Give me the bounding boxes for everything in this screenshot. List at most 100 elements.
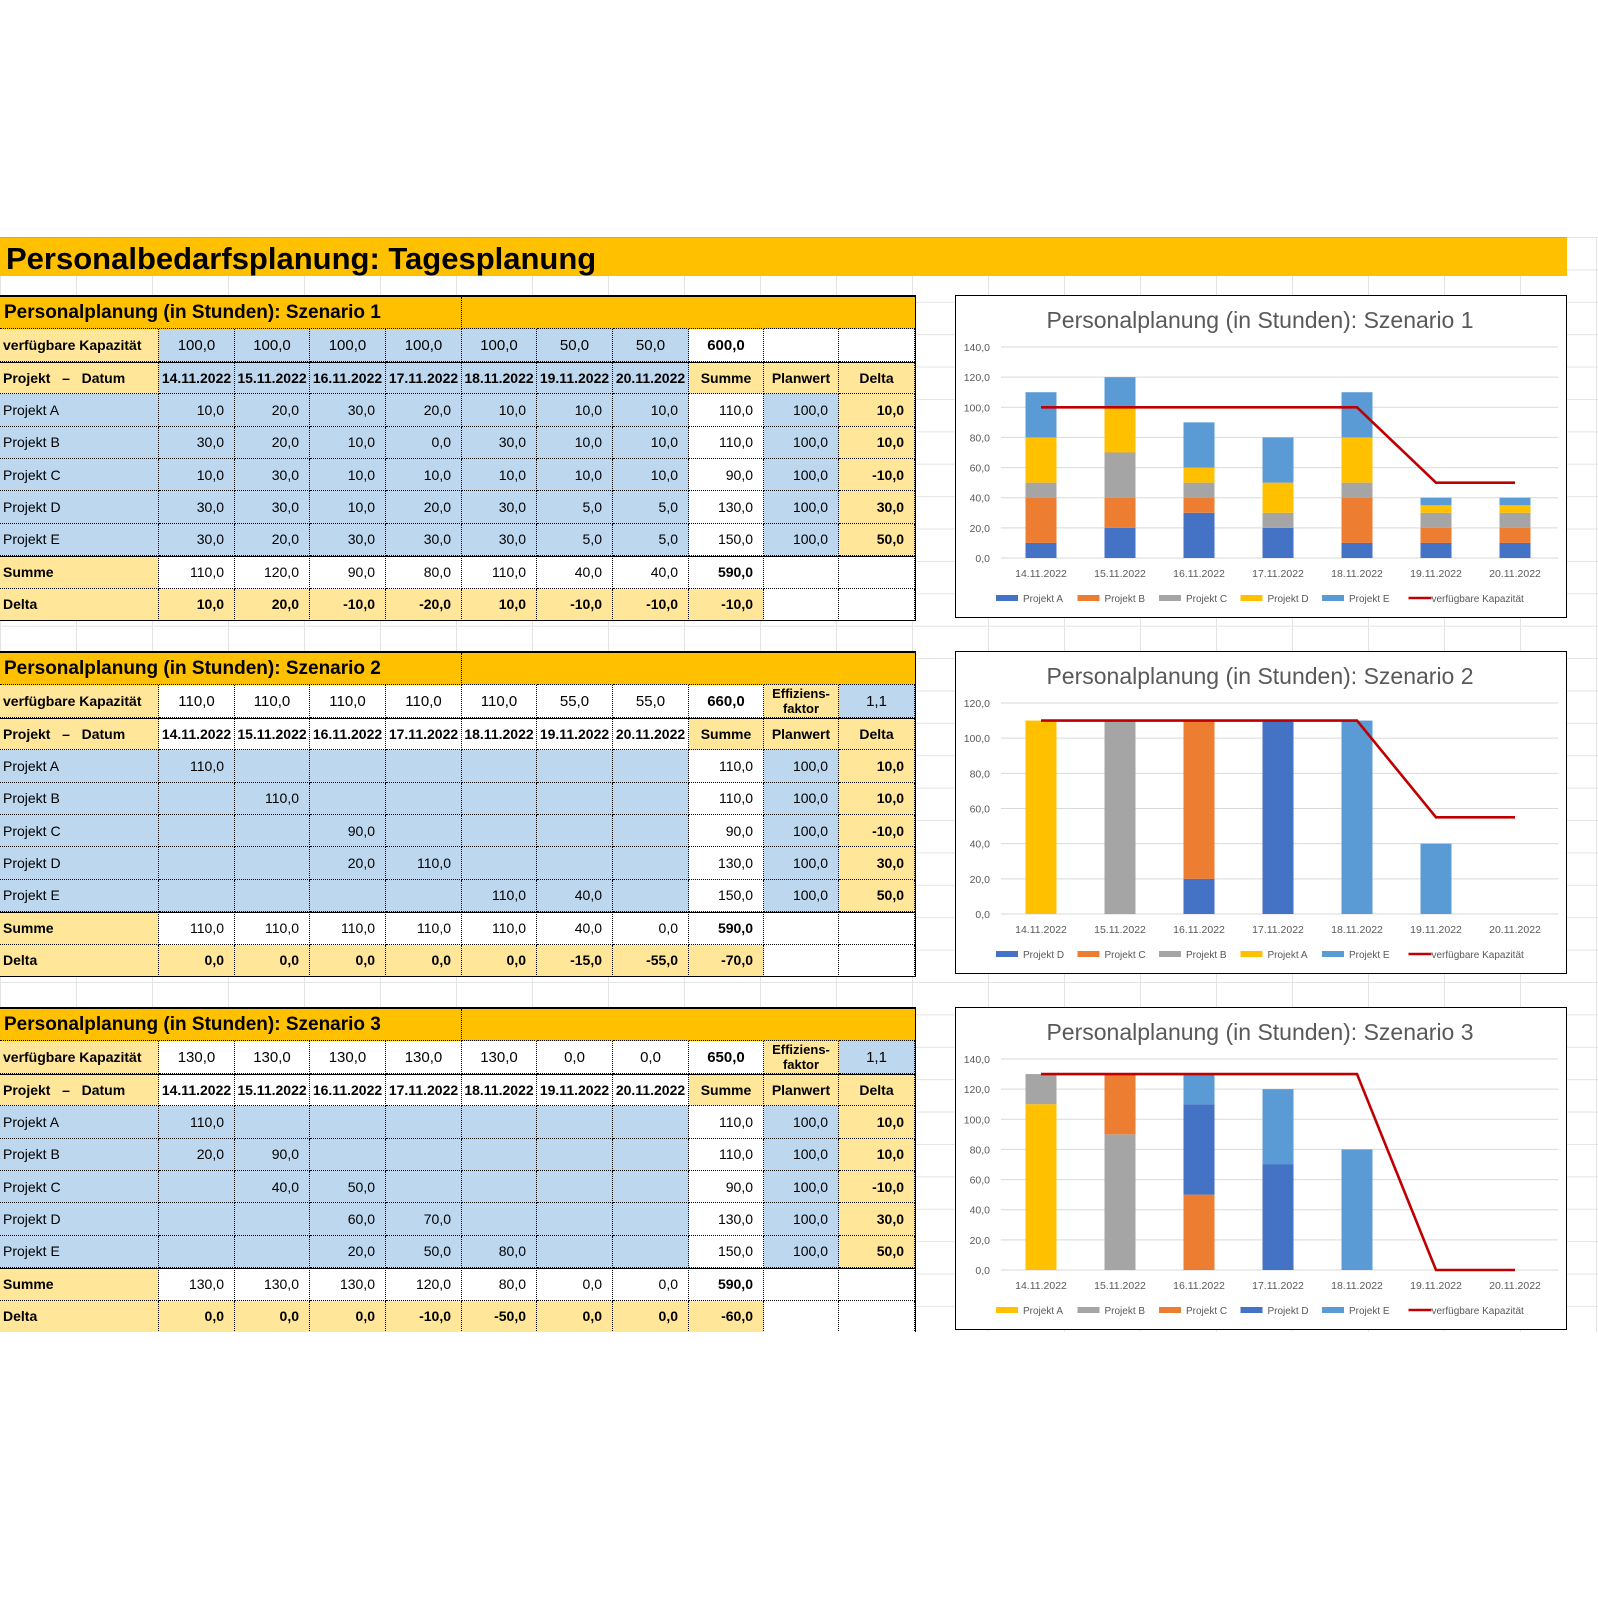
hours-cell[interactable]	[159, 1170, 235, 1204]
project-planwert[interactable]: 100,0	[764, 847, 839, 880]
hours-cell[interactable]	[613, 1106, 689, 1139]
capacity-cell[interactable]: 130,0	[386, 1041, 462, 1074]
project-planwert[interactable]: 100,0	[764, 782, 839, 815]
hours-cell[interactable]	[310, 879, 386, 913]
hours-cell[interactable]: 50,0	[310, 1170, 386, 1204]
hours-cell[interactable]: 20,0	[235, 394, 310, 427]
capacity-cell[interactable]: 110,0	[310, 685, 386, 718]
scenario-1-chart[interactable]: Personalplanung (in Stunden): Szenario 1…	[955, 295, 1567, 618]
hours-cell[interactable]: 40,0	[537, 879, 613, 913]
hours-cell[interactable]	[537, 750, 613, 783]
hours-cell[interactable]: 5,0	[613, 523, 689, 557]
capacity-cell[interactable]: 100,0	[159, 329, 235, 362]
hours-cell[interactable]: 5,0	[537, 491, 613, 524]
hours-cell[interactable]	[537, 1170, 613, 1204]
project-planwert[interactable]: 100,0	[764, 523, 839, 557]
capacity-cell[interactable]: 110,0	[159, 685, 235, 718]
hours-cell[interactable]: 10,0	[462, 458, 537, 492]
hours-cell[interactable]: 0,0	[386, 426, 462, 459]
hours-cell[interactable]: 10,0	[613, 426, 689, 459]
hours-cell[interactable]	[235, 814, 310, 848]
capacity-cell[interactable]: 110,0	[386, 685, 462, 718]
hours-cell[interactable]: 10,0	[613, 458, 689, 492]
project-planwert[interactable]: 100,0	[764, 1203, 839, 1236]
hours-cell[interactable]	[537, 847, 613, 880]
hours-cell[interactable]	[613, 814, 689, 848]
hours-cell[interactable]: 110,0	[159, 750, 235, 783]
hours-cell[interactable]	[159, 814, 235, 848]
hours-cell[interactable]	[159, 782, 235, 815]
capacity-cell[interactable]: 110,0	[462, 685, 537, 718]
hours-cell[interactable]	[310, 782, 386, 815]
project-planwert[interactable]: 100,0	[764, 394, 839, 427]
hours-cell[interactable]: 110,0	[386, 847, 462, 880]
hours-cell[interactable]: 10,0	[537, 426, 613, 459]
hours-cell[interactable]: 110,0	[235, 782, 310, 815]
hours-cell[interactable]: 20,0	[235, 426, 310, 459]
hours-cell[interactable]	[613, 847, 689, 880]
hours-cell[interactable]: 20,0	[310, 847, 386, 880]
hours-cell[interactable]: 5,0	[537, 523, 613, 557]
hours-cell[interactable]	[613, 1235, 689, 1269]
hours-cell[interactable]	[159, 879, 235, 913]
hours-cell[interactable]	[613, 750, 689, 783]
hours-cell[interactable]: 110,0	[462, 879, 537, 913]
capacity-cell[interactable]: 130,0	[462, 1041, 537, 1074]
scenario-3-chart[interactable]: Personalplanung (in Stunden): Szenario 3…	[955, 1007, 1567, 1330]
hours-cell[interactable]: 50,0	[386, 1235, 462, 1269]
hours-cell[interactable]: 20,0	[310, 1235, 386, 1269]
hours-cell[interactable]: 20,0	[235, 523, 310, 557]
capacity-cell[interactable]: 130,0	[159, 1041, 235, 1074]
capacity-cell[interactable]: 55,0	[537, 685, 613, 718]
hours-cell[interactable]	[462, 847, 537, 880]
hours-cell[interactable]	[537, 814, 613, 848]
capacity-cell[interactable]: 130,0	[235, 1041, 310, 1074]
hours-cell[interactable]: 40,0	[235, 1170, 310, 1204]
capacity-cell[interactable]: 0,0	[613, 1041, 689, 1074]
hours-cell[interactable]: 30,0	[159, 523, 235, 557]
hours-cell[interactable]	[462, 1138, 537, 1171]
hours-cell[interactable]	[537, 1203, 613, 1236]
hours-cell[interactable]: 60,0	[310, 1203, 386, 1236]
hours-cell[interactable]	[462, 782, 537, 815]
hours-cell[interactable]	[462, 1106, 537, 1139]
capacity-cell[interactable]: 50,0	[613, 329, 689, 362]
hours-cell[interactable]	[462, 814, 537, 848]
project-planwert[interactable]: 100,0	[764, 1170, 839, 1204]
hours-cell[interactable]	[235, 1235, 310, 1269]
hours-cell[interactable]	[613, 1138, 689, 1171]
hours-cell[interactable]	[462, 1170, 537, 1204]
hours-cell[interactable]: 80,0	[462, 1235, 537, 1269]
hours-cell[interactable]: 10,0	[613, 394, 689, 427]
hours-cell[interactable]: 20,0	[159, 1138, 235, 1171]
hours-cell[interactable]: 20,0	[386, 491, 462, 524]
hours-cell[interactable]: 90,0	[310, 814, 386, 848]
capacity-cell[interactable]: 55,0	[613, 685, 689, 718]
hours-cell[interactable]: 30,0	[462, 523, 537, 557]
hours-cell[interactable]	[235, 847, 310, 880]
hours-cell[interactable]	[235, 750, 310, 783]
hours-cell[interactable]	[235, 1203, 310, 1236]
capacity-cell[interactable]: 130,0	[310, 1041, 386, 1074]
hours-cell[interactable]: 30,0	[462, 491, 537, 524]
efficiency-value[interactable]: 1,1	[839, 685, 915, 718]
hours-cell[interactable]	[386, 1138, 462, 1171]
hours-cell[interactable]	[386, 814, 462, 848]
project-planwert[interactable]: 100,0	[764, 1106, 839, 1139]
hours-cell[interactable]: 10,0	[386, 458, 462, 492]
capacity-cell[interactable]: 110,0	[235, 685, 310, 718]
project-planwert[interactable]: 100,0	[764, 426, 839, 459]
hours-cell[interactable]	[613, 879, 689, 913]
hours-cell[interactable]: 70,0	[386, 1203, 462, 1236]
hours-cell[interactable]	[462, 750, 537, 783]
hours-cell[interactable]	[613, 782, 689, 815]
scenario-2-chart[interactable]: Personalplanung (in Stunden): Szenario 2…	[955, 651, 1567, 974]
hours-cell[interactable]: 30,0	[462, 426, 537, 459]
hours-cell[interactable]	[613, 1203, 689, 1236]
hours-cell[interactable]: 10,0	[310, 491, 386, 524]
capacity-cell[interactable]: 100,0	[310, 329, 386, 362]
hours-cell[interactable]: 30,0	[159, 426, 235, 459]
hours-cell[interactable]	[310, 750, 386, 783]
hours-cell[interactable]: 30,0	[235, 458, 310, 492]
hours-cell[interactable]: 30,0	[310, 523, 386, 557]
